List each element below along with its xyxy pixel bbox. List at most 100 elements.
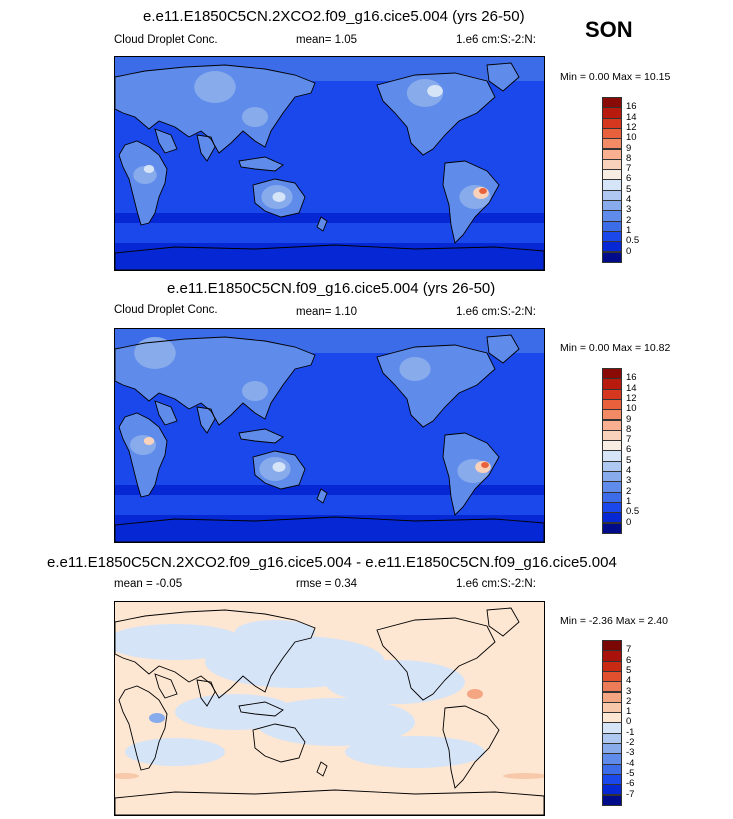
panel1-variable: Cloud Droplet Conc. xyxy=(114,34,218,46)
southern-ocean-band xyxy=(115,485,544,495)
colorbar-label: 14 xyxy=(626,111,637,123)
southamerica-outline xyxy=(442,160,500,244)
colorbar-label: -2 xyxy=(626,737,635,748)
positive-difference-core xyxy=(467,689,483,699)
southamerica-outline xyxy=(442,432,500,516)
colorbar-swatch xyxy=(602,522,622,534)
colorbar-label: 5 xyxy=(626,183,632,195)
newzealand-field xyxy=(317,489,327,503)
concentration-hotspot xyxy=(272,192,286,202)
colorbar-label: 2 xyxy=(626,695,632,707)
australia-outline xyxy=(252,450,306,490)
panel1-minmax: Min = 0.00 Max = 10.15 xyxy=(560,71,671,83)
newzealand-outline xyxy=(316,488,328,504)
newzealand-outline xyxy=(316,216,328,232)
australia-outline xyxy=(252,178,306,218)
southamerica-outline xyxy=(442,705,500,789)
concentration-hotspot xyxy=(134,337,176,369)
colorbar-label: 5 xyxy=(626,454,632,466)
colorbar-label: 1 xyxy=(626,495,632,507)
colorbar-label: 0 xyxy=(626,516,632,528)
concentration-hotspot xyxy=(143,165,155,173)
panel3-minmax: Min = -2.36 Max = 2.40 xyxy=(560,615,668,627)
season-label: SON xyxy=(585,17,633,42)
colorbar-label: -4 xyxy=(626,757,635,769)
colorbar-label: -3 xyxy=(626,747,635,759)
panel2-units: 1.e6 cm:S:-2:N: xyxy=(456,306,536,318)
negative-difference-region xyxy=(325,660,465,704)
colorbar-label: 7 xyxy=(626,434,632,446)
arabia-field xyxy=(155,129,177,153)
colorbar-label: 3 xyxy=(626,685,632,697)
colorbar-label: 8 xyxy=(626,423,632,435)
africa-outline xyxy=(118,140,168,226)
negative-difference-region xyxy=(125,738,225,766)
concentration-hotspot xyxy=(242,381,268,401)
panel2-variable: Cloud Droplet Conc. xyxy=(114,304,218,316)
greenland-outline xyxy=(486,62,520,92)
panel3-map xyxy=(114,601,545,816)
panel3-map-field xyxy=(115,602,544,815)
colorbar-label: -5 xyxy=(626,767,635,779)
panel2-colorbar: 16 14 12 10 9 8 7 6 5 4 3 2 1 0.5 0 xyxy=(602,368,639,534)
colorbar-label: 0.5 xyxy=(626,506,640,518)
concentration-hotspot xyxy=(399,357,431,381)
eurasia-outline xyxy=(115,64,316,154)
colorbar-label: 2 xyxy=(626,214,632,226)
arabia-outline xyxy=(154,400,178,426)
colorbar-label: 0 xyxy=(626,245,632,257)
concentration-hotspot xyxy=(272,462,286,472)
concentration-hotspot xyxy=(242,107,268,127)
colorbar-label: 8 xyxy=(626,152,632,164)
panel2-map-field xyxy=(115,329,544,542)
concentration-hotspot xyxy=(427,85,443,97)
panel1-colorbar: 16 14 12 10 9 8 7 6 5 4 3 2 1 0.5 0 xyxy=(602,97,639,263)
colorbar-label: 9 xyxy=(626,142,632,154)
seasia-islands-outline xyxy=(238,428,284,444)
concentration-hotspot xyxy=(479,188,487,194)
negative-difference-core xyxy=(149,713,165,723)
eurasia-outline xyxy=(115,609,316,699)
greenland-outline xyxy=(486,334,520,364)
arabia-outline xyxy=(154,128,178,154)
concentration-hotspot xyxy=(481,462,489,468)
colorbar-label: 3 xyxy=(626,204,632,216)
newzealand-outline xyxy=(316,761,328,777)
seasia-islands-outline xyxy=(238,156,284,172)
antarctica-outline xyxy=(115,789,544,815)
concentration-hotspot xyxy=(194,71,236,103)
southern-ocean-band xyxy=(115,213,544,223)
arabia-field xyxy=(155,401,177,425)
antarctica-outline xyxy=(115,244,544,270)
panel1-map-field xyxy=(115,57,544,270)
colorbar-label: 16 xyxy=(626,101,637,113)
colorbar-label: 10 xyxy=(626,403,637,415)
colorbar-label: 1 xyxy=(626,224,632,236)
panel2-map xyxy=(114,328,545,543)
eurasia-field xyxy=(115,65,315,153)
northamerica-outline xyxy=(376,344,496,428)
panel2-minmax: Min = 0.00 Max = 10.82 xyxy=(560,342,671,354)
positive-difference-streak xyxy=(503,773,544,779)
colorbar-label: 16 xyxy=(626,372,637,384)
panel2-title: e.e11.E1850C5CN.f09_g16.cice5.004 (yrs 2… xyxy=(167,280,496,297)
colorbar-label: 1 xyxy=(626,706,632,718)
colorbar-label: 9 xyxy=(626,413,632,425)
colorbar-label: 0 xyxy=(626,716,632,728)
colorbar-swatch xyxy=(602,794,622,806)
colorbar-swatch xyxy=(602,251,622,263)
negative-difference-region xyxy=(255,698,415,746)
seasia-islands-outline xyxy=(238,701,284,717)
panel3-colorbar: 7 6 5 4 3 2 1 0 -1 -2 -3 -4 -5 -6 -7 xyxy=(602,640,634,806)
colorbar-label: 6 xyxy=(626,654,632,666)
panel3-rmse: rmse = 0.34 xyxy=(296,578,358,590)
panel1-mean: mean= 1.05 xyxy=(296,34,358,46)
concentration-hotspot xyxy=(143,437,155,445)
colorbar-label: 7 xyxy=(626,163,632,175)
colorbar-label: 4 xyxy=(626,675,632,687)
panel3-mean: mean = -0.05 xyxy=(114,578,183,590)
india-outline xyxy=(196,406,216,434)
colorbar-label: 6 xyxy=(626,173,632,185)
northamerica-outline xyxy=(376,617,496,701)
colorbar-label: 2 xyxy=(626,485,632,497)
